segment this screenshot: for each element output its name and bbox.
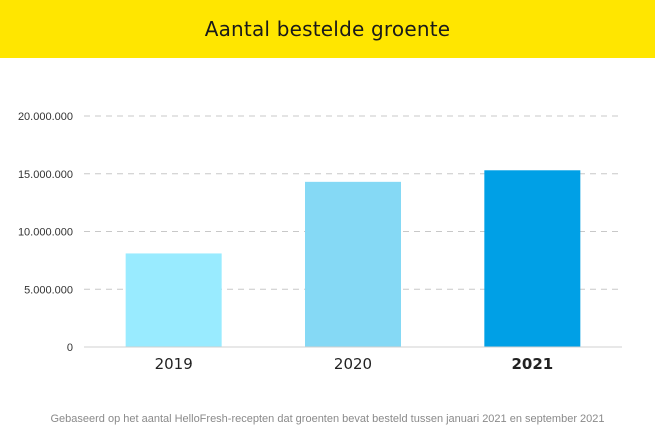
bars (125, 170, 581, 347)
x-tick-label-2019: 2019 (155, 355, 193, 373)
y-axis-tick-labels: 0 5.000.000 10.000.000 15.000.000 20.000.000 (18, 111, 73, 354)
bar-2020 (305, 181, 401, 347)
footnote: Gebaseerd op het aantal HelloFresh-recep… (50, 413, 605, 425)
bar-2019 (125, 253, 222, 347)
y-tick-label: 15.000.000 (18, 169, 73, 181)
x-tick-label-2021: 2021 (511, 355, 553, 373)
y-tick-label: 10.000.000 (18, 227, 73, 239)
y-tick-label: 20.000.000 (18, 111, 73, 123)
x-axis-tick-labels: 2019 2020 2021 (155, 355, 554, 373)
bar-2021 (484, 170, 581, 347)
bar-chart: 0 5.000.000 10.000.000 15.000.000 20.000.000… (18, 111, 622, 373)
header-bar: Aantal bestelde groente (0, 0, 655, 58)
y-tick-label: 5.000.000 (24, 284, 73, 296)
y-tick-label: 0 (67, 342, 73, 354)
x-tick-label-2020: 2020 (334, 355, 372, 373)
chart-title: Aantal bestelde groente (204, 17, 451, 41)
